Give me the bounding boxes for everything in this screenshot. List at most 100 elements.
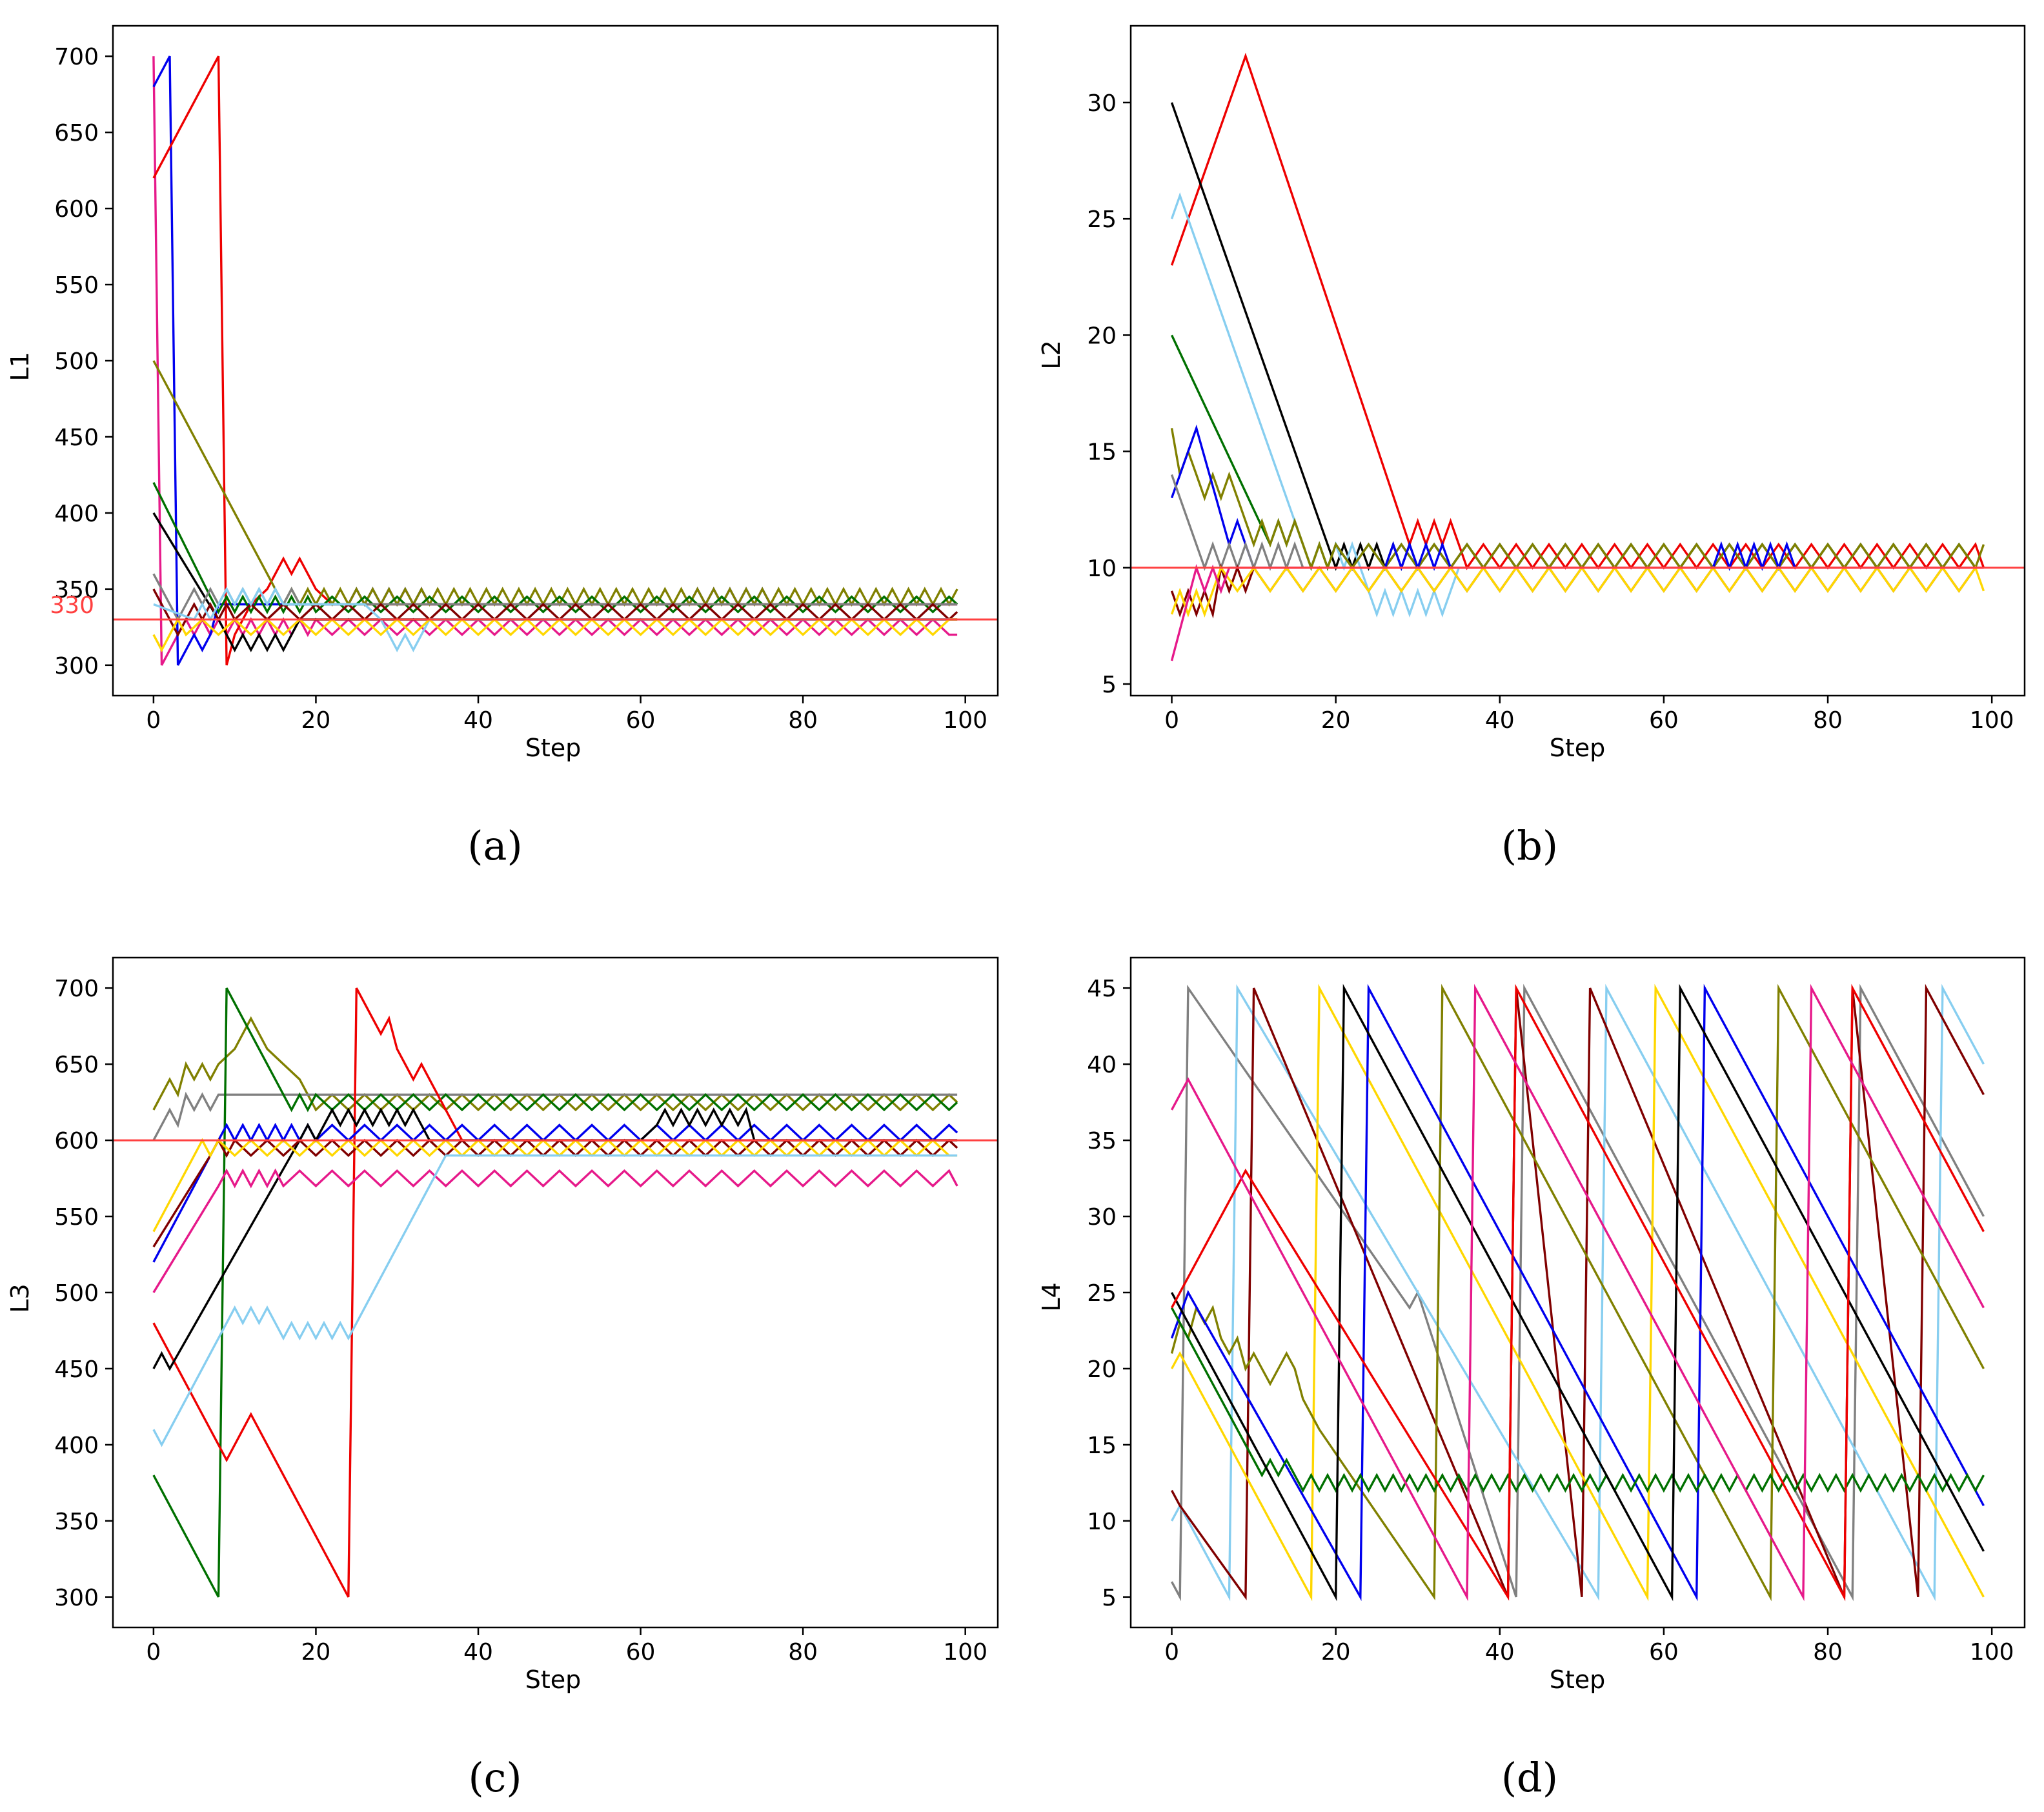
y-tick-label: 25 xyxy=(1087,1280,1117,1307)
y-tick-label: 30 xyxy=(1087,1204,1117,1231)
x-tick-label: 20 xyxy=(1321,707,1351,734)
y-tick-label: 600 xyxy=(54,196,99,223)
series-line-gray xyxy=(1171,983,1985,1602)
panel-caption: (c) xyxy=(468,1754,521,1801)
x-tick-label: 40 xyxy=(1485,1639,1515,1666)
y-tick-label: 30 xyxy=(1087,90,1117,117)
y-tick-label: 650 xyxy=(54,120,99,146)
panel-c: 0 20 40 60 80 100300350400450500550600650700 … xyxy=(6,956,999,1801)
series-line-blue xyxy=(1170,983,1985,1602)
y-tick-label: 15 xyxy=(1087,439,1117,466)
series-line-gray xyxy=(152,1091,958,1141)
y-tick-label: 25 xyxy=(1087,206,1117,233)
x-tick-label: 60 xyxy=(1649,707,1679,734)
x-tick-label: 100 xyxy=(943,1639,987,1666)
panel-a: 0 20 40 60 80 100300350400450500550600650700 … xyxy=(6,25,999,869)
series-line-gold xyxy=(152,1138,958,1233)
y-tick-label: 350 xyxy=(54,1509,99,1535)
y-tick-label: 35 xyxy=(1087,1128,1117,1154)
x-tick-label: 0 xyxy=(146,1639,161,1666)
series-line-olive xyxy=(152,360,958,607)
y-tick-label: 300 xyxy=(54,653,99,680)
y-axis-label: L4 xyxy=(1037,1282,1066,1311)
x-tick-label: 100 xyxy=(1970,707,2014,734)
y-tick-label: 450 xyxy=(54,1356,99,1383)
series-line-blue xyxy=(152,1122,958,1263)
y-tick-label: 40 xyxy=(1087,1052,1117,1078)
plot-area-a: 0 20 40 60 80 100 300 350 400 450 500 550 600 650 700 xyxy=(54,25,999,734)
series-line-skyblue xyxy=(1171,983,1985,1602)
series-line-olive xyxy=(1170,428,1985,571)
x-tick-label: 80 xyxy=(788,1639,818,1666)
y-tick-label: 400 xyxy=(54,501,99,527)
x-axis-label: Step xyxy=(525,1666,582,1694)
series-line-gold xyxy=(1170,565,1985,618)
x-tick-label: 20 xyxy=(301,707,331,734)
series-line-magenta xyxy=(1171,983,1985,1602)
y-tick-label: 550 xyxy=(54,1204,99,1231)
y-tick-label: 450 xyxy=(54,425,99,451)
y-tick-label: 5 xyxy=(1102,672,1117,698)
series-line-red xyxy=(1171,983,1985,1602)
x-tick-label: 100 xyxy=(943,707,987,734)
series-line-skyblue xyxy=(152,1154,958,1447)
x-tick-label: 0 xyxy=(1164,707,1179,734)
reference-line-label: 330 xyxy=(50,592,94,619)
series-line-green xyxy=(1171,1307,1985,1493)
panel-b: 0 20 40 60 80 100 5 10 15 20 25 30 Step L2 (b) xyxy=(1037,25,2026,869)
y-tick-label: 20 xyxy=(1087,1356,1117,1383)
plot-area-c: 0 20 40 60 80 100 300 350 400 450 500 550 600 650 700 xyxy=(54,956,999,1666)
axes-frame xyxy=(1129,25,2026,697)
y-tick-label: 500 xyxy=(54,348,99,375)
y-tick-label: 45 xyxy=(1087,976,1117,1002)
y-axis-label: L1 xyxy=(6,352,34,381)
y-tick-label: 10 xyxy=(1087,556,1117,582)
x-tick-label: 40 xyxy=(463,707,493,734)
y-tick-label: 700 xyxy=(54,44,99,70)
x-tick-label: 20 xyxy=(1321,1639,1351,1666)
y-tick-label: 550 xyxy=(54,272,99,299)
x-tick-label: 40 xyxy=(463,1639,493,1666)
x-tick-label: 0 xyxy=(146,707,161,734)
y-tick-label: 400 xyxy=(54,1433,99,1459)
series-line-gold xyxy=(1171,983,1985,1602)
y-axis-label: L3 xyxy=(6,1284,34,1313)
series-line-gold xyxy=(152,617,958,652)
plot-area-b: 0 20 40 60 80 100 5 10 15 20 25 30 xyxy=(1087,25,2026,734)
x-tick-label: 60 xyxy=(626,707,656,734)
y-tick-label: 350 xyxy=(54,577,99,603)
y-tick-label: 700 xyxy=(54,976,99,1002)
y-tick-label: 650 xyxy=(54,1052,99,1078)
y-tick-label: 10 xyxy=(1087,1509,1117,1535)
x-tick-label: 80 xyxy=(1813,1639,1843,1666)
panel-d: 0 20 40 60 80 100 5 10 15 20 25 30 35 40 45 Step L4 (d… xyxy=(1037,956,2026,1801)
y-tick-label: 20 xyxy=(1087,323,1117,349)
x-axis-label: Step xyxy=(525,734,582,762)
x-axis-label: Step xyxy=(1550,734,1606,762)
panel-caption: (a) xyxy=(467,822,522,869)
x-axis-label: Step xyxy=(1550,1666,1606,1694)
x-tick-label: 100 xyxy=(1970,1639,2014,1666)
y-axis-label: L2 xyxy=(1037,340,1066,369)
x-tick-label: 60 xyxy=(1649,1639,1679,1666)
x-tick-label: 20 xyxy=(301,1639,331,1666)
x-tick-label: 0 xyxy=(1164,1639,1179,1666)
y-tick-label: 15 xyxy=(1087,1433,1117,1459)
series-line-black xyxy=(1171,983,1985,1602)
series-line-magenta xyxy=(152,1168,958,1293)
x-tick-label: 80 xyxy=(1813,707,1843,734)
plot-area-d: 0 20 40 60 80 100 5 10 15 20 25 30 35 40 45 xyxy=(1087,956,2026,1666)
y-tick-label: 500 xyxy=(54,1280,99,1307)
y-tick-label: 600 xyxy=(54,1128,99,1154)
series-line-green xyxy=(152,481,958,614)
panel-caption: (b) xyxy=(1501,822,1558,869)
y-tick-label: 300 xyxy=(54,1585,99,1611)
panel-caption: (d) xyxy=(1501,1754,1558,1801)
x-tick-label: 80 xyxy=(788,707,818,734)
x-tick-label: 40 xyxy=(1485,707,1515,734)
series-line-green xyxy=(152,987,958,1598)
series-line-maroon xyxy=(1171,983,1985,1600)
y-tick-label: 5 xyxy=(1102,1585,1117,1611)
x-tick-label: 60 xyxy=(626,1639,656,1666)
